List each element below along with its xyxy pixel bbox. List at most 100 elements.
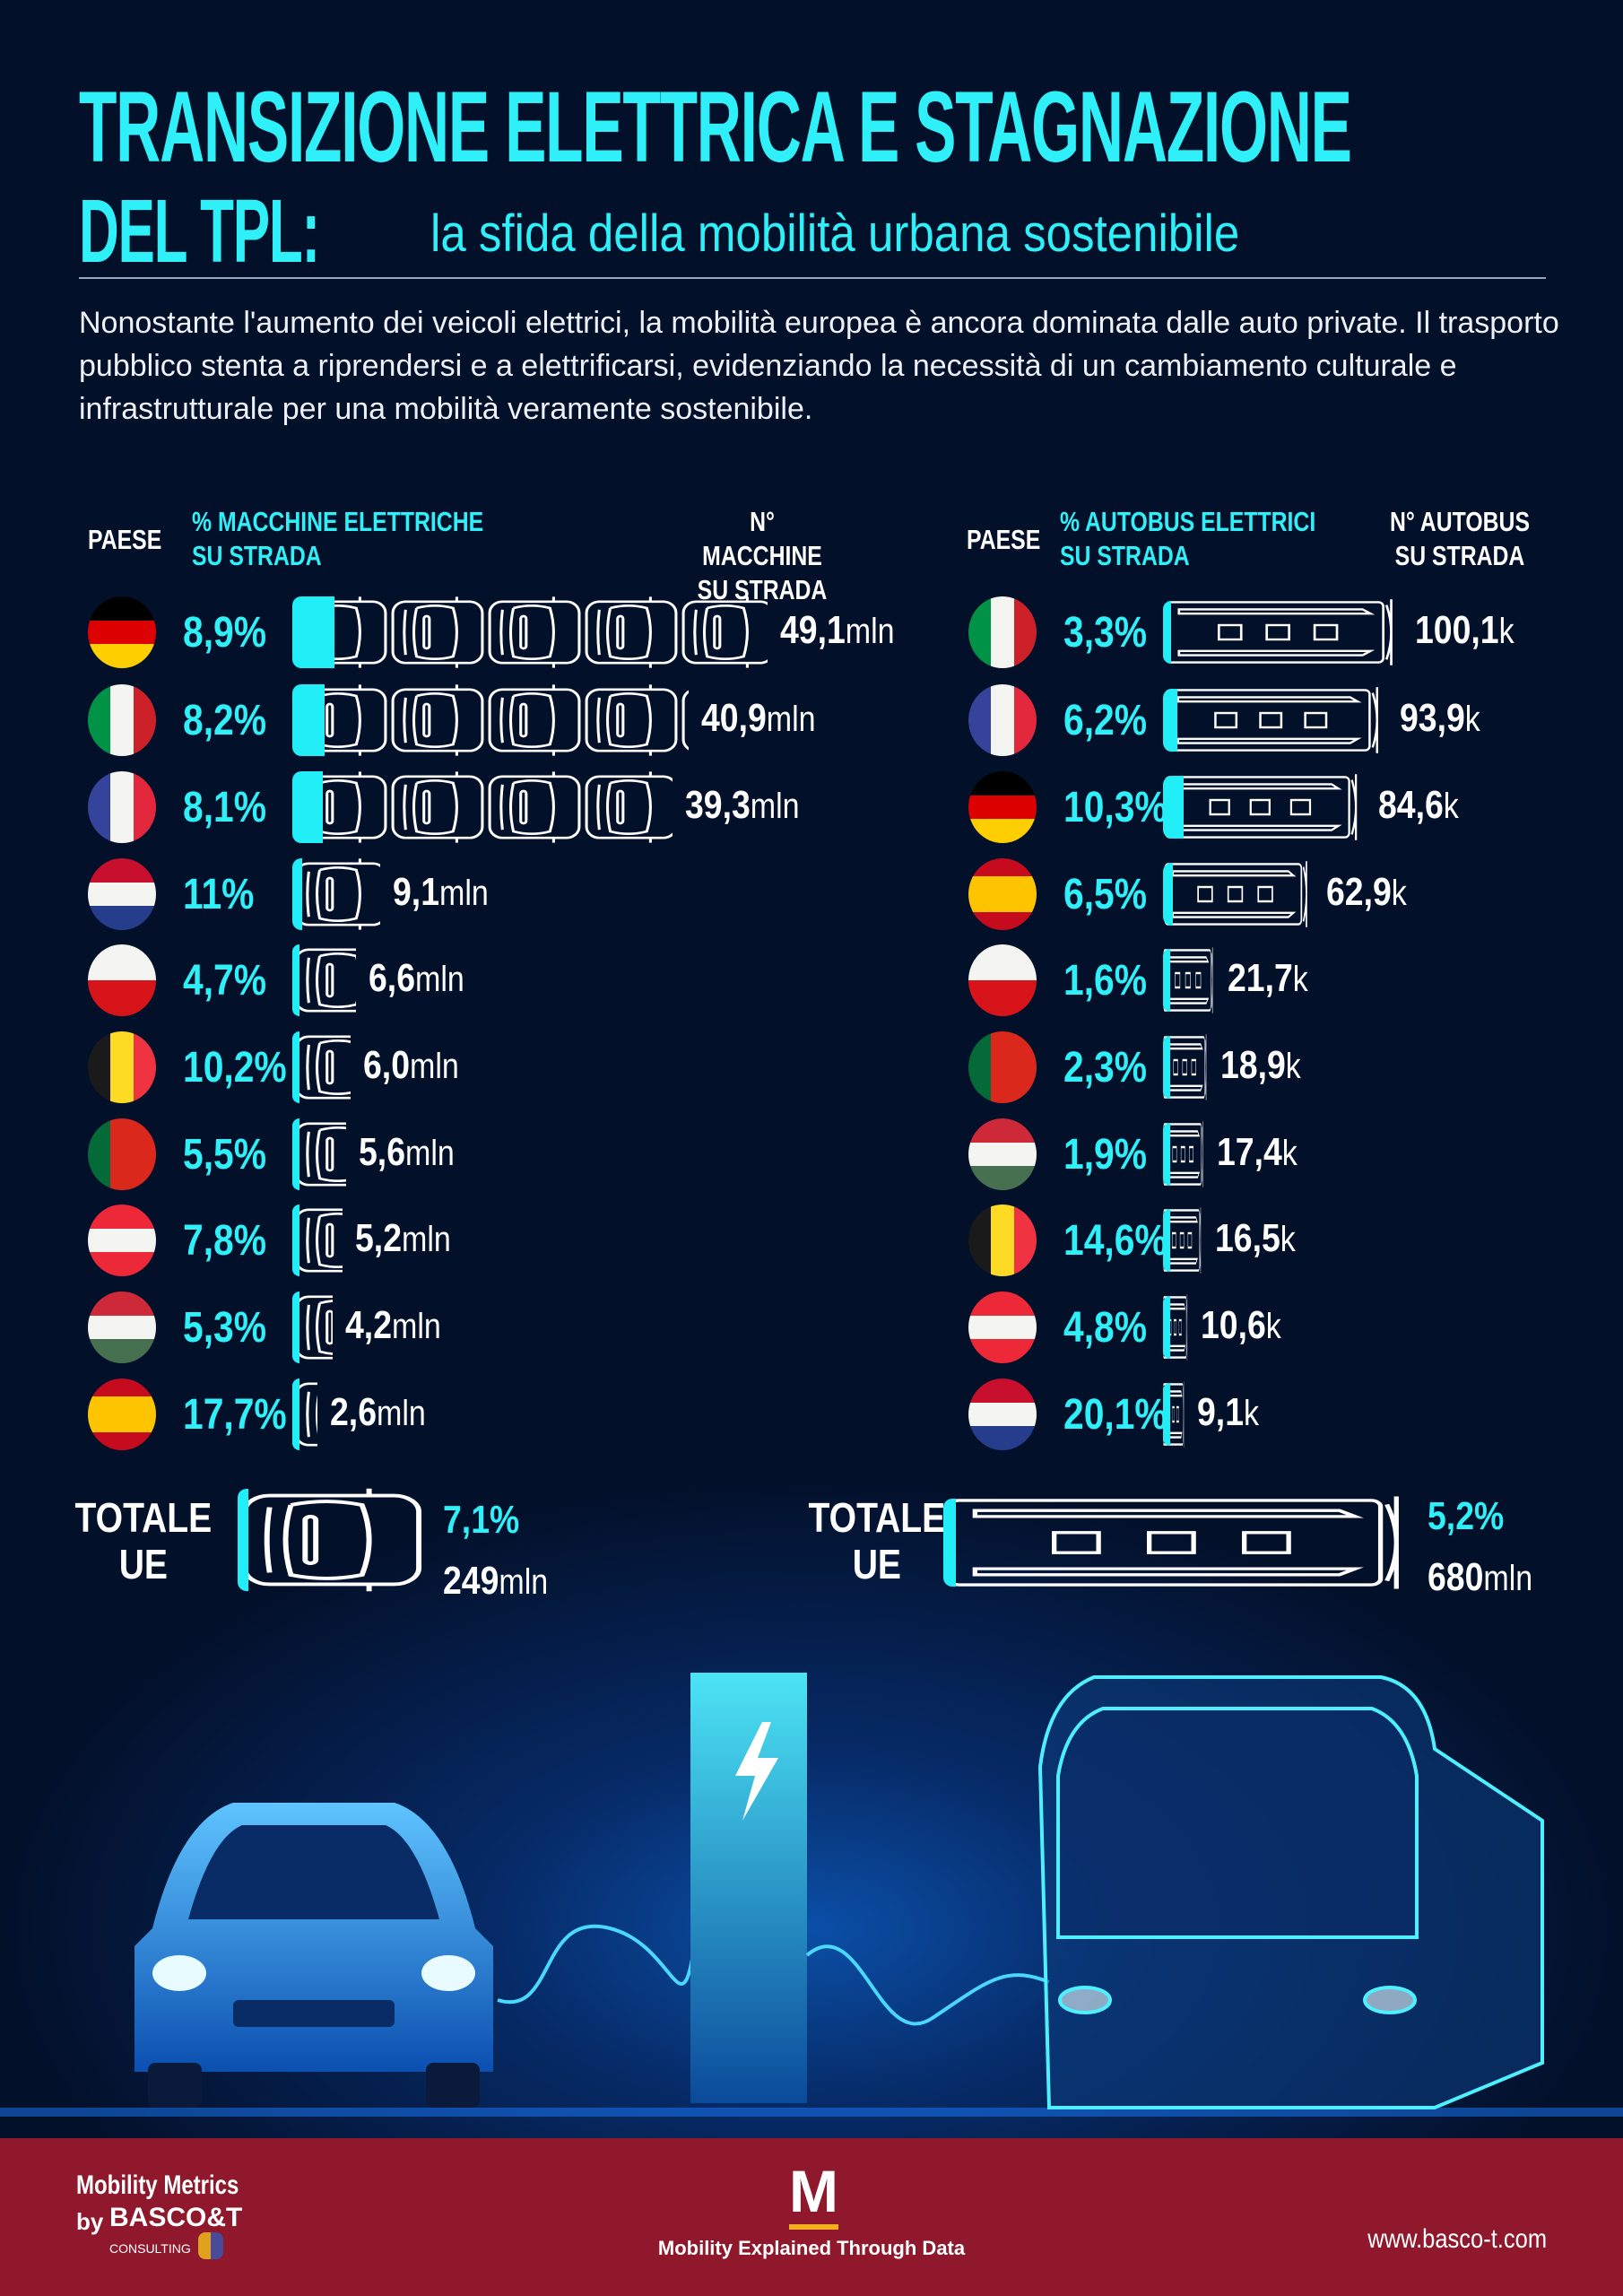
electric-share-fill [1163,775,1185,839]
electric-pct: 14,6% [1063,1216,1167,1265]
brand-name: Mobility Metrics [76,2170,239,2200]
count-number: 2,6 [330,1390,378,1434]
title-line-1: TRANSIZIONE ELETTRICA E STAGNAZIONE [79,71,1352,183]
buses-vehicle-bar [1163,858,1314,930]
electric-share-fill [1163,600,1171,665]
total-label-line2: UE [118,1541,169,1587]
electric-share-fill [292,684,325,756]
buses-total-pct: 5,2% [1428,1494,1505,1538]
buses-row: 2,3% [968,1027,1163,1108]
website-link[interactable]: www.basco-t.com [1367,2224,1547,2254]
buses-vehicle-bar [1163,1031,1208,1103]
vehicle-count: 9,1k [1197,1390,1259,1435]
electric-pct: 10,2% [183,1043,287,1091]
bus-illustration [1037,1675,1544,2109]
electric-share-fill [292,1031,299,1103]
count-number: 84,6 [1377,783,1444,827]
buses-header-pct: % AUTOBUS ELETTRICI SU STRADA [1060,506,1316,571]
buses-header-count: N° AUTOBUS SU STRADA [1390,506,1530,571]
cars-row: 5,5% [88,1114,292,1195]
cars-row: 7,8% [88,1200,292,1281]
count-unit: k [1391,874,1407,913]
electric-share-fill [292,1292,299,1363]
cars-vehicle-bar [292,680,689,761]
buses-header-country: PAESE [967,524,1041,555]
count-number: 93,9 [1400,696,1466,740]
cars-vehicle-bar [292,1287,334,1368]
flag-france-icon [88,771,156,843]
flag-netherlands-icon [88,858,156,930]
buses-row: 14,6% [968,1200,1167,1281]
count-unit: k [1286,1047,1302,1086]
flag-italy-icon [968,596,1037,668]
electric-share-fill [292,771,324,843]
electric-share-fill [292,596,335,668]
buses-row: 1,6% [968,940,1163,1021]
vehicle-count: 49,1mln [780,608,895,653]
count-number: 40,9 [700,696,767,740]
cars-total-label: TOTALE UE [74,1494,212,1587]
electric-pct: 8,2% [183,696,266,744]
cars-row: 17,7% [88,1374,292,1455]
vehicle-count: 39,3mln [685,783,800,828]
buses-vehicle-bar [1163,684,1387,756]
cars-total-icon [238,1482,426,1598]
cars-vehicle-bar [292,1027,351,1108]
count-unit: mln [405,1134,456,1173]
vehicle-count: 93,9k [1400,696,1480,741]
count-number: 5,2 [355,1216,403,1260]
buses-row: 6,5% [968,854,1163,935]
buses-vehicle-bar [1163,944,1215,1016]
electric-pct: 6,5% [1063,870,1147,918]
cars-header-country: PAESE [88,524,162,555]
count-number: 17,4 [1217,1130,1283,1174]
count-unit: mln [1483,1559,1533,1598]
count-unit: k [1292,960,1308,999]
tagline: Mobility Explained Through Data [657,2237,966,2259]
electric-share-fill [292,1378,299,1450]
count-unit: mln [751,787,801,826]
total-label-line2: UE [852,1541,902,1587]
title-line-2: DEL TPL: [79,181,320,282]
flag-hungary-icon [88,1292,156,1363]
flag-netherlands-icon [968,1378,1037,1450]
flag-czechia-icon [968,944,1037,1016]
vehicle-count: 5,6mln [359,1130,455,1175]
electric-share-fill [292,1118,299,1190]
cars-row: 8,1% [88,767,292,848]
electric-share-fill [292,944,299,1016]
vehicle-count: 9,1mln [393,870,489,915]
count-number: 680 [1428,1555,1484,1599]
buses-row: 3,3% [968,592,1163,673]
count-number: 6,6 [369,956,416,1000]
brand-by: by [76,2208,104,2235]
count-unit: k [1244,1394,1260,1433]
subtitle: la sfida della mobilità urbana sostenibi… [430,204,1240,263]
cars-vehicle-bar [292,592,768,673]
vehicle-count: 21,7k [1228,956,1308,1001]
ev-charging-illustration [0,1673,1623,2117]
car-illustration [135,1803,493,2108]
count-number: 39,3 [685,783,751,827]
flag-hungary-icon [968,1118,1037,1190]
buses-vehicle-bar [1163,596,1402,668]
count-unit: k [1465,700,1481,739]
count-number: 9,1 [393,870,440,914]
cars-total-count: 249mln [443,1559,548,1604]
electric-share-fill [292,1205,299,1276]
vehicle-count: 17,4k [1217,1130,1298,1175]
electric-pct: 5,5% [183,1130,266,1178]
electric-pct: 20,1% [1063,1390,1167,1439]
vehicle-count: 10,6k [1201,1303,1281,1348]
cars-vehicle-bar [292,940,357,1021]
count-number: 4,2 [345,1303,393,1347]
electric-share-fill [1163,1122,1170,1187]
count-unit: mln [392,1307,442,1346]
electric-pct: 7,8% [183,1216,266,1265]
vehicle-count: 100,1k [1415,608,1515,653]
count-number: 6,0 [362,1043,410,1087]
total-label-line1: TOTALE [808,1494,946,1541]
count-unit: k [1282,1134,1298,1173]
buses-vehicle-bar [1163,1292,1188,1363]
vehicle-count: 2,6mln [330,1390,426,1435]
